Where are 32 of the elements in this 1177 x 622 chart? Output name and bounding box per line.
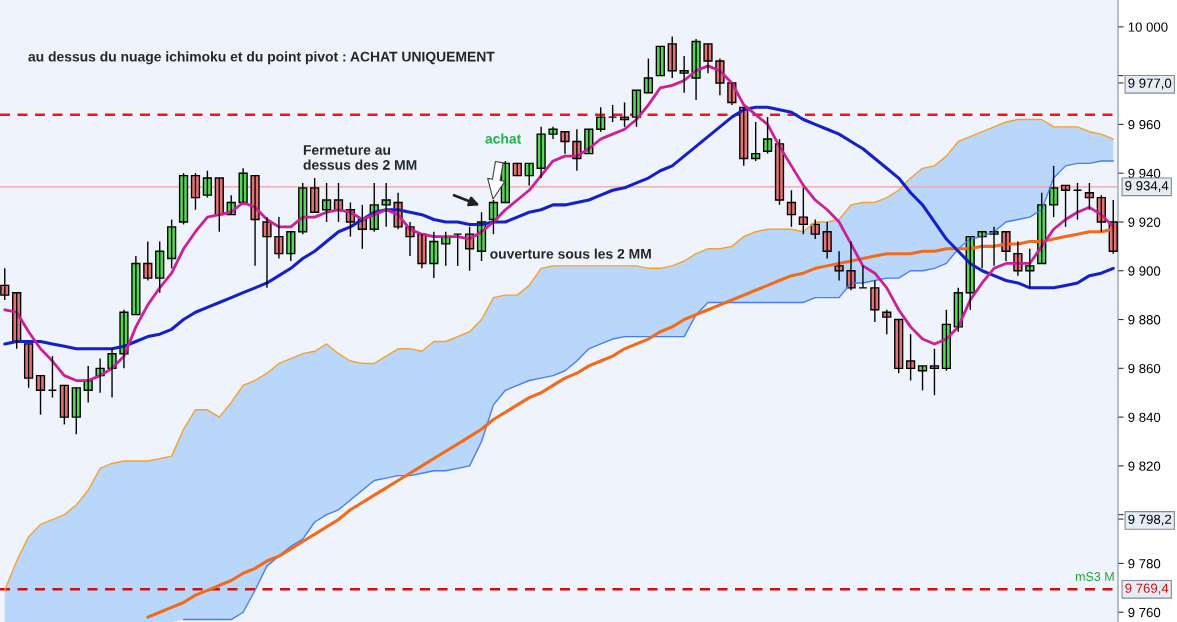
y-tick-label: 9 840 [1128, 412, 1161, 423]
y-tick-label: 10 000 [1128, 22, 1168, 32]
y-tick-label: 9 780 [1128, 559, 1161, 569]
y-tick-label: 9 820 [1128, 461, 1161, 471]
candlestick [655, 45, 665, 77]
annotation: ouverture sous les 2 MM [490, 248, 651, 259]
ref-line-label: 9 934,4 [1125, 181, 1169, 192]
y-tick-label: 9 760 [1128, 607, 1161, 618]
y-tick-label: 9 920 [1128, 217, 1161, 227]
annotation: Fermeture au dessus des 2 MM [303, 145, 417, 170]
annotation: mS3 M [1075, 572, 1114, 581]
line-series [182, 160, 1114, 621]
candlestick [703, 43, 713, 74]
y-tick-label: 9 960 [1128, 119, 1161, 130]
y-tick-label: 9 798,2 [1128, 514, 1172, 526]
y-tick-label: 9 977,0 [1128, 78, 1172, 90]
candlestick [596, 106, 606, 133]
y-tick-label: 9 940 [1128, 168, 1161, 179]
line-series [3, 105, 1115, 351]
y-tick-label: 9 880 [1128, 315, 1161, 325]
ref-line-label: 9 769,4 [1125, 583, 1169, 595]
candlestick [202, 170, 213, 199]
candlestick [584, 128, 594, 155]
candlestick [619, 101, 630, 128]
text: au dessus du nuage ichimoku et du point pivot : ACHAT UNIQUEMENT [28, 51, 495, 65]
candlestick [798, 187, 808, 235]
candlestick [905, 333, 916, 382]
y-tick-label: 9 860 [1128, 363, 1161, 374]
y-tick-label: 9 900 [1128, 266, 1161, 276]
candlestick [762, 116, 773, 155]
annotation: achat [485, 133, 522, 144]
candlestick [929, 348, 940, 396]
